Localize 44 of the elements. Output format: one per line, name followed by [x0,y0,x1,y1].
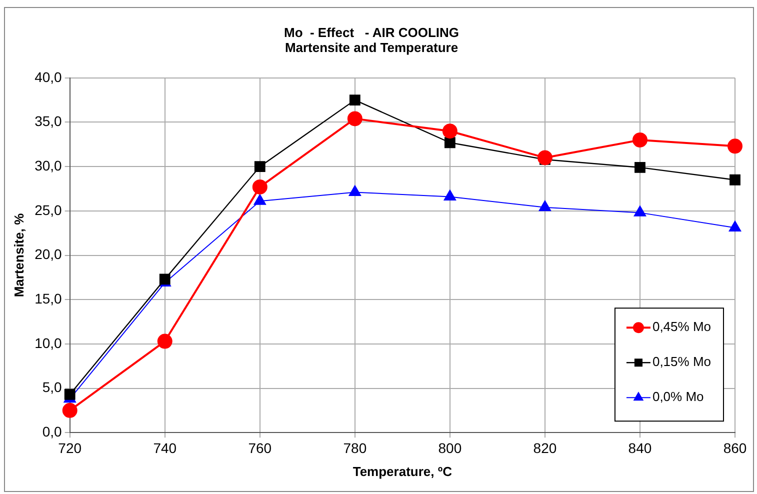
y-tick-label: 0,0 [42,423,62,440]
x-tick-label: 860 [723,440,747,456]
legend-label: 0,0% Mo [652,389,704,404]
point [62,402,78,418]
y-tick-label: 5,0 [42,379,62,396]
y-tick-label: 30,0 [34,157,62,174]
y-tick-label: 40,0 [34,68,62,85]
point [632,132,648,148]
point [538,200,552,212]
point [157,334,172,349]
point [634,162,646,173]
y-tick-label: 10,0 [34,334,62,351]
point [347,111,362,126]
x-tick-label: 800 [438,440,462,456]
y-axis-title: Martensite, % [11,212,26,298]
point [254,161,266,172]
text: Mo - Effect - AIR COOLING [284,25,460,40]
text: Martensite and Temperature [284,40,458,56]
legend-label: 0,45% Mo [652,319,712,334]
point [728,220,742,232]
x-tick-label: 780 [343,440,367,456]
x-tick-label: 840 [628,440,652,456]
x-axis-title: Temperature, ºC [352,464,453,479]
point [444,190,456,200]
y-tick-label: 35,0 [34,113,62,130]
point [349,94,360,106]
x-tick-label: 820 [533,440,557,456]
y-tick-label: 25,0 [34,202,62,218]
point [64,389,76,400]
point [730,174,740,186]
point [537,150,552,166]
point [728,138,742,154]
legend-label: 0,15% Mo [652,354,712,370]
point [348,185,362,196]
point [442,124,458,139]
point [254,194,266,205]
point [252,179,268,194]
y-tick-label: 15,0 [34,290,62,306]
point [634,206,646,216]
x-tick-label: 760 [248,440,272,456]
point [444,137,456,148]
y-tick-label: 20,0 [34,246,62,262]
x-tick-label: 720 [58,440,82,456]
x-tick-label: 740 [153,440,177,456]
